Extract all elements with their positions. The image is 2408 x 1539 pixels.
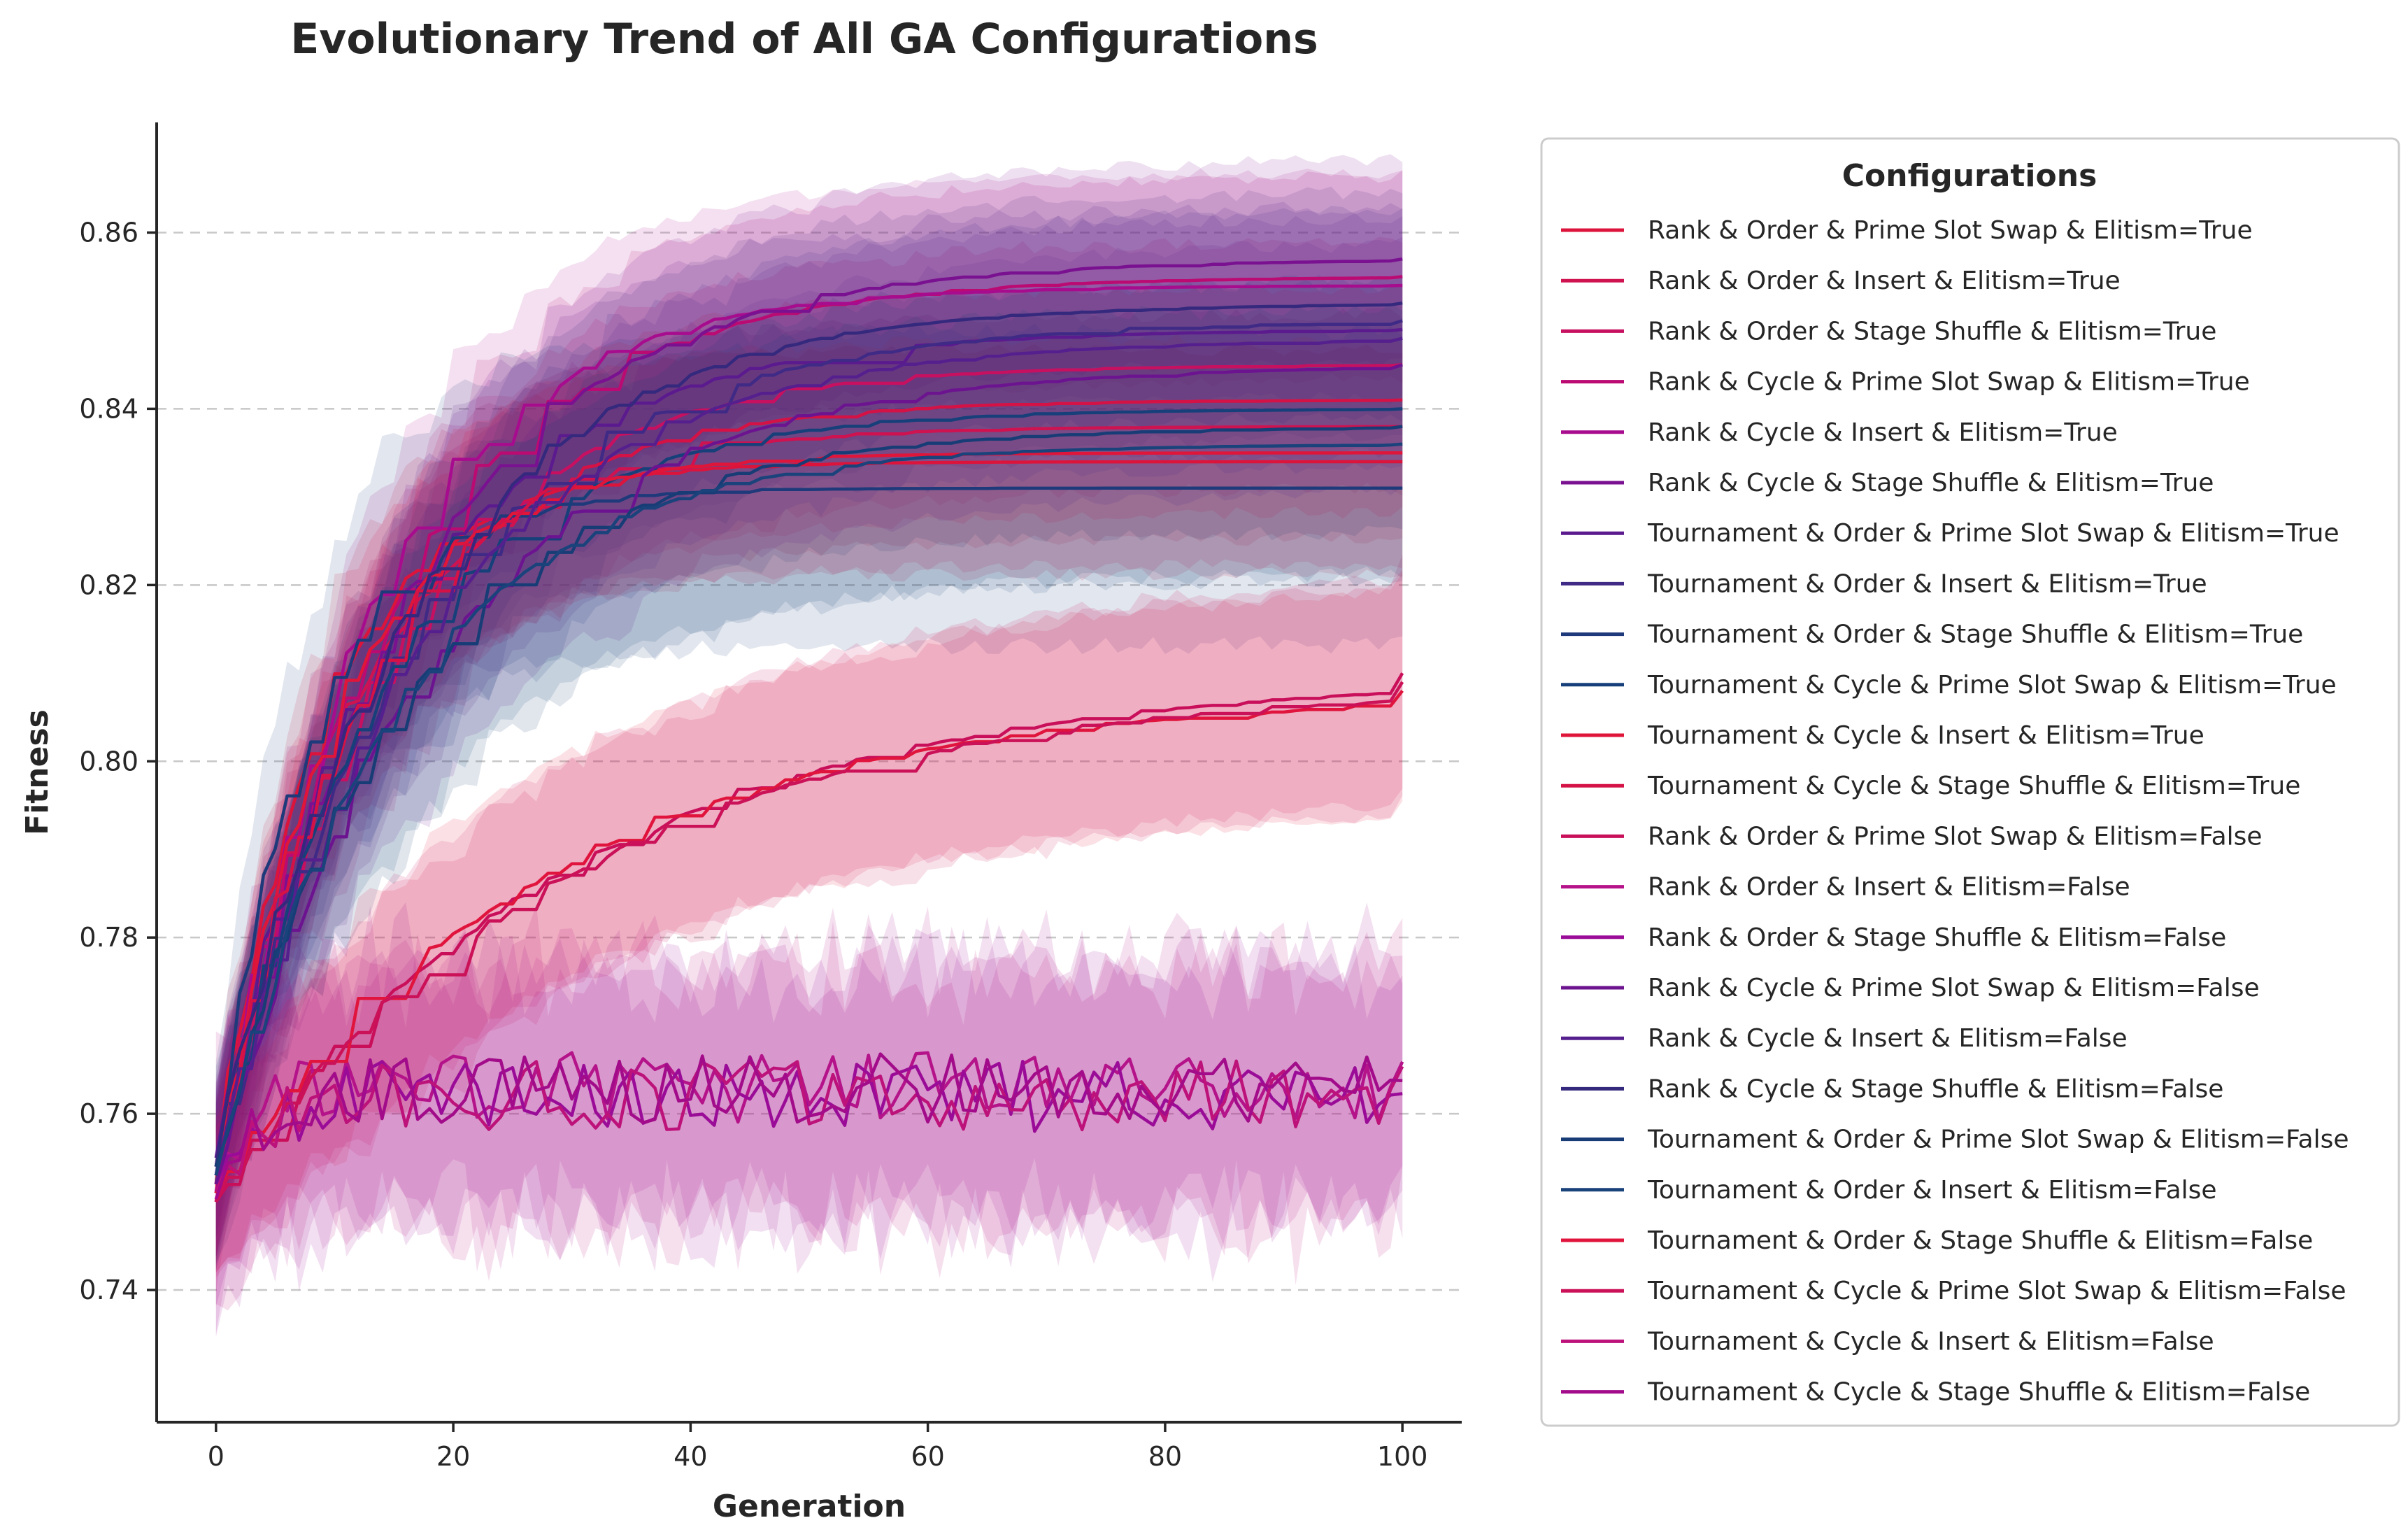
y-tick-label: 0.76 xyxy=(79,1098,138,1129)
confidence-band xyxy=(215,569,1403,1273)
legend-item-label: Tournament & Order & Prime Slot Swap & E… xyxy=(1647,519,2339,548)
y-tick-label: 0.80 xyxy=(79,746,138,776)
confidence-band xyxy=(215,236,1403,1271)
legend: Configurations Rank & Order & Prime Slot… xyxy=(1540,137,2400,1427)
y-tick-label: 0.84 xyxy=(79,393,138,424)
legend-item-label: Rank & Cycle & Stage Shuffle & Elitism=T… xyxy=(1648,469,2214,497)
legend-item-label: Rank & Order & Insert & Elitism=True xyxy=(1648,267,2121,295)
x-tick-label: 100 xyxy=(1377,1441,1428,1472)
plot-area xyxy=(157,154,1462,1338)
legend-item-label: Tournament & Cycle & Stage Shuffle & Eli… xyxy=(1647,772,2300,800)
confidence-band xyxy=(215,322,1403,1265)
series-line xyxy=(214,275,1403,1168)
axes: 0 20 40 60 80 100 0.74 0.76 0.78 0.80 0.82 0.84 0.8… xyxy=(79,122,1462,1472)
series-line xyxy=(214,283,1403,1185)
legend-item-label: Rank & Order & Stage Shuffle & Elitism=F… xyxy=(1648,923,2226,952)
legend-item-label: Tournament & Order & Insert & Elitism=Tr… xyxy=(1647,569,2207,598)
series-lines xyxy=(214,257,1404,1203)
y-ticks: 0.74 0.76 0.78 0.80 0.82 0.84 0.86 xyxy=(79,217,157,1305)
legend-item-label: Rank & Order & Prime Slot Swap & Elitism… xyxy=(1648,822,2263,851)
legend-item-label: Rank & Cycle & Insert & Elitism=False xyxy=(1648,1024,2128,1053)
confidence-band xyxy=(215,921,1403,1338)
legend-item-label: Tournament & Cycle & Insert & Elitism=Fa… xyxy=(1647,1327,2214,1356)
legend-frame xyxy=(1540,137,2400,1427)
x-tick-label: 20 xyxy=(436,1441,470,1472)
confidence-band xyxy=(215,213,1403,1258)
confidence-band xyxy=(215,236,1403,1293)
series-line xyxy=(214,301,1403,1168)
x-tick-label: 40 xyxy=(674,1441,707,1472)
legend-item-label: Rank & Cycle & Prime Slot Swap & Elitism… xyxy=(1648,368,2250,397)
x-axis-label: Generation xyxy=(713,1489,906,1524)
x-tick-label: 80 xyxy=(1148,1441,1182,1472)
confidence-band xyxy=(215,554,1403,1278)
legend-item-label: Tournament & Cycle & Prime Slot Swap & E… xyxy=(1647,671,2337,700)
series-line xyxy=(214,407,1403,1185)
confidence-band xyxy=(215,206,1403,1257)
series-line xyxy=(214,442,1403,1176)
confidence-band xyxy=(215,334,1403,1266)
legend-item-label: Rank & Order & Stage Shuffle & Elitism=T… xyxy=(1648,317,2216,346)
chart-title: Evolutionary Trend of All GA Configurati… xyxy=(290,15,1318,64)
legend-item-label: Rank & Order & Prime Slot Swap & Elitism… xyxy=(1648,216,2253,245)
confidence-band xyxy=(215,154,1403,1262)
series-line xyxy=(214,690,1404,1194)
series-line xyxy=(214,681,1404,1203)
confidence-band xyxy=(215,186,1403,1239)
series-line xyxy=(214,1052,1403,1200)
legend-item-label: Rank & Cycle & Prime Slot Swap & Elitism… xyxy=(1648,974,2260,1002)
series-line xyxy=(214,486,1403,1168)
legend-item-label: Rank & Cycle & Insert & Elitism=True xyxy=(1648,418,2118,447)
confidence-band xyxy=(215,201,1403,1237)
y-axis-label: Fitness xyxy=(20,709,55,835)
series-line xyxy=(214,336,1403,1176)
legend-item-label: Tournament & Cycle & Prime Slot Swap & E… xyxy=(1647,1277,2346,1305)
series-line xyxy=(214,257,1403,1193)
legend-item-label: Tournament & Order & Stage Shuffle & Eli… xyxy=(1647,1226,2313,1255)
legend-item-label: Tournament & Cycle & Insert & Elitism=Tr… xyxy=(1647,721,2204,750)
legend-item-label: Tournament & Order & Stage Shuffle & Eli… xyxy=(1647,620,2303,649)
legend-item-label: Tournament & Cycle & Stage Shuffle & Eli… xyxy=(1647,1378,2310,1407)
confidence-band xyxy=(215,302,1403,1272)
series-line xyxy=(214,363,1403,1203)
x-ticks: 0 20 40 60 80 100 xyxy=(208,1422,1428,1472)
confidence-band xyxy=(215,572,1403,1273)
legend-title: Configurations xyxy=(1842,158,2097,194)
confidence-band xyxy=(215,905,1403,1311)
series-line xyxy=(214,460,1403,1185)
y-tick-label: 0.86 xyxy=(79,217,138,248)
confidence-band xyxy=(215,343,1403,1261)
x-tick-label: 60 xyxy=(911,1441,944,1472)
confidence-band xyxy=(215,170,1403,1239)
legend-item-label: Tournament & Order & Prime Slot Swap & E… xyxy=(1647,1126,2349,1154)
series-line xyxy=(214,425,1403,1168)
y-tick-label: 0.82 xyxy=(79,569,138,600)
legend-items: Rank & Order & Prime Slot Swap & Elitism… xyxy=(1561,216,2349,1407)
confidence-band xyxy=(215,307,1403,1256)
x-tick-label: 0 xyxy=(208,1441,225,1472)
legend-item-label: Tournament & Order & Insert & Elitism=Fa… xyxy=(1647,1176,2217,1205)
legend-item-label: Rank & Cycle & Stage Shuffle & Elitism=F… xyxy=(1648,1075,2223,1103)
y-tick-label: 0.74 xyxy=(79,1275,138,1305)
y-tick-label: 0.78 xyxy=(79,922,138,953)
legend-item-label: Rank & Order & Insert & Elitism=False xyxy=(1648,873,2130,902)
